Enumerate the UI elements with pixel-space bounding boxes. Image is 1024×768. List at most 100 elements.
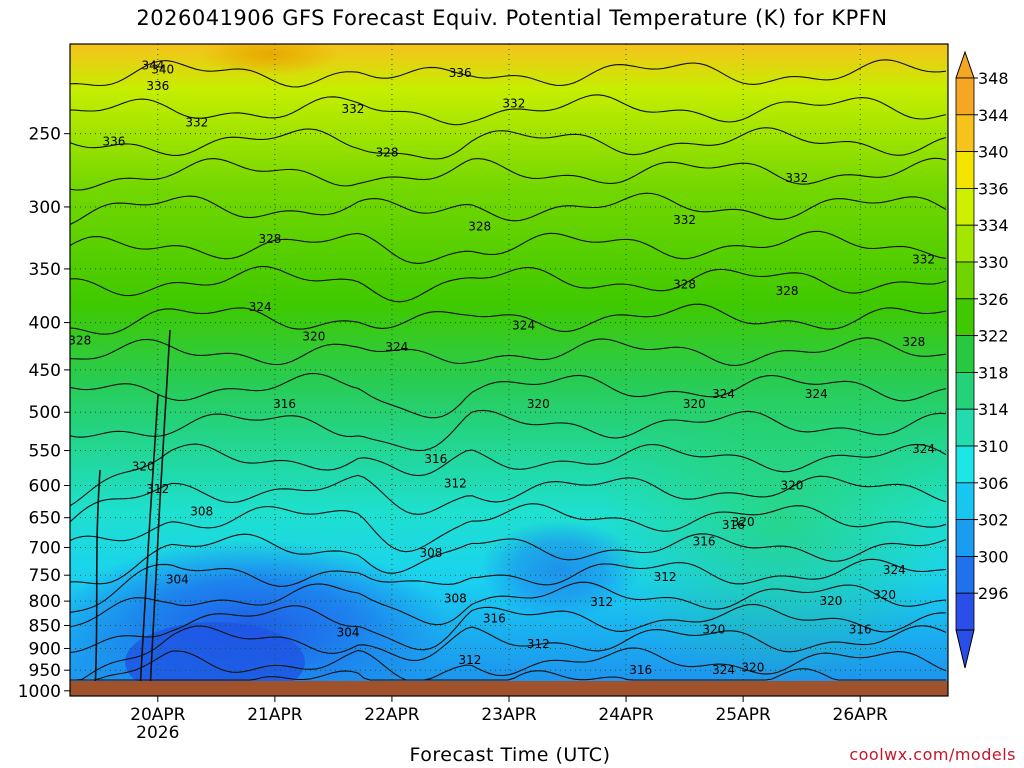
y-tick-label: 850 — [29, 616, 61, 636]
contour-label: 308 — [420, 546, 443, 560]
contour-label: 328 — [259, 232, 282, 246]
contour-line — [70, 192, 947, 225]
front-contour — [94, 469, 101, 691]
y-tick-label: 750 — [29, 566, 61, 586]
contour-label: 332 — [912, 253, 935, 267]
contour-label: 324 — [512, 319, 535, 333]
contour-label: 328 — [68, 333, 91, 347]
contour-label: 320 — [819, 594, 842, 608]
contour-line — [70, 474, 947, 523]
contour-label: 328 — [673, 278, 696, 292]
contour-label: 316 — [849, 622, 872, 636]
contour-label: 320 — [780, 479, 803, 493]
contour-line — [70, 265, 947, 303]
contour-label: 320 — [302, 329, 325, 343]
colorbar-swatch — [955, 556, 975, 594]
colorbar-label: 330 — [978, 253, 1009, 272]
contour-line — [70, 59, 947, 88]
colorbar-swatch — [955, 261, 975, 300]
contour-label: 332 — [673, 213, 696, 227]
contour-label: 320 — [132, 459, 155, 473]
colorbar-swatch — [955, 519, 975, 557]
contour-label: 324 — [883, 563, 906, 577]
x-tick-label: 24APR — [598, 705, 654, 725]
y-tick-label: 700 — [29, 538, 61, 558]
x-tick-label: 25APR — [715, 705, 771, 725]
y-tick-label: 1000 — [18, 682, 61, 702]
y-tick-label: 500 — [29, 403, 61, 423]
x-axis-title: Forecast Time (UTC) — [409, 744, 611, 766]
colorbar-label: 336 — [978, 179, 1009, 198]
contour-line — [70, 157, 947, 191]
contour-label: 308 — [190, 504, 213, 518]
contour-lines — [70, 59, 947, 691]
colorbar-swatch — [955, 224, 975, 263]
x-tick-label: 23APR — [481, 705, 537, 725]
x-tick-label: 20APR — [130, 705, 186, 725]
contour-label: 316 — [722, 518, 745, 532]
contour-line — [70, 372, 947, 419]
contour-label: 320 — [702, 622, 725, 636]
contour-label: 316 — [424, 452, 447, 466]
contour-label: 332 — [185, 115, 208, 129]
y-tick-label: 400 — [29, 314, 61, 334]
contour-label: 312 — [654, 570, 677, 584]
contour-label: 312 — [590, 595, 613, 609]
colorbar-swatch — [955, 114, 975, 153]
y-tick-label: 550 — [29, 442, 61, 462]
contour-label: 336 — [146, 79, 169, 93]
x-tick-label: 26APR — [833, 705, 889, 725]
colorbar: 348 344 340 336 334 330 326 322 318 314 310 306 302 3… — [955, 50, 1009, 669]
colorbar-label: 302 — [978, 511, 1009, 530]
ground-surface — [70, 681, 948, 696]
y-tick-label: 250 — [29, 125, 61, 145]
colorbar-label: 318 — [978, 363, 1009, 382]
contour-line — [70, 668, 946, 681]
colorbar-swatch — [955, 445, 975, 484]
contour-label: 312 — [459, 653, 482, 667]
contour-line — [70, 337, 947, 367]
contour-label: 316 — [693, 535, 716, 549]
colorbar-label: 300 — [978, 547, 1009, 566]
contour-label: 336 — [449, 66, 472, 80]
chart-title: 2026041906 GFS Forecast Equiv. Potential… — [136, 6, 888, 30]
colorbar-label: 340 — [978, 143, 1009, 162]
colorbar-swatch — [955, 298, 975, 336]
colorbar-swatch — [955, 408, 975, 447]
contour-label: 304 — [337, 626, 360, 640]
colorbar-swatch — [955, 151, 975, 189]
colorbar-label: 296 — [978, 584, 1009, 603]
y-tick-label: 650 — [29, 509, 61, 529]
contour-line — [70, 581, 947, 628]
y-tick-label: 600 — [29, 477, 61, 497]
x-tick-label: 22APR — [364, 705, 420, 725]
contour-label: 332 — [502, 97, 525, 111]
colorbar-swatch — [955, 335, 975, 373]
contour-line — [70, 230, 947, 264]
contour-label: 320 — [732, 515, 755, 529]
contour-label: 316 — [629, 663, 652, 677]
contour-line — [70, 94, 947, 126]
colorbar-min-arrow — [955, 629, 975, 669]
contour-label: 328 — [776, 284, 799, 298]
source-credit[interactable]: coolwx.com/models — [849, 745, 1016, 764]
cool-band-day24 — [480, 520, 640, 620]
moist-band-later — [600, 350, 948, 690]
contour-label: 308 — [444, 592, 467, 606]
contour-label: 320 — [873, 588, 896, 602]
colorbar-max-arrow — [955, 50, 975, 79]
colorbar-swatch — [955, 482, 975, 520]
contour-label: 324 — [712, 663, 735, 677]
contour-label: 324 — [712, 387, 735, 401]
contour-label: 312 — [444, 477, 467, 491]
y-tick-label: 300 — [29, 198, 61, 218]
x-tick-label: 21APR — [247, 705, 303, 725]
contour-label: 316 — [483, 611, 506, 625]
contour-label: 312 — [527, 637, 550, 651]
colorbar-label: 306 — [978, 474, 1009, 493]
colorbar-swatch — [955, 187, 975, 226]
x-tick-year: 2026 — [136, 723, 179, 743]
colorbar-label: 344 — [978, 106, 1009, 125]
